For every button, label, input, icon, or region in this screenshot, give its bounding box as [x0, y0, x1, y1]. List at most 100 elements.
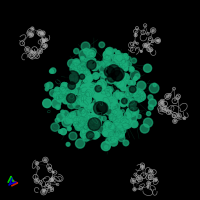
Circle shape	[63, 83, 68, 88]
Circle shape	[87, 115, 93, 121]
Circle shape	[125, 119, 130, 124]
Circle shape	[78, 116, 86, 124]
Circle shape	[118, 131, 124, 138]
Circle shape	[70, 74, 77, 82]
Circle shape	[147, 112, 151, 116]
Circle shape	[114, 49, 117, 52]
Circle shape	[71, 64, 75, 67]
Circle shape	[111, 69, 116, 73]
Circle shape	[121, 118, 129, 126]
Circle shape	[84, 73, 93, 82]
Circle shape	[97, 98, 107, 108]
Circle shape	[86, 83, 92, 90]
Circle shape	[99, 93, 105, 99]
Circle shape	[108, 71, 113, 76]
Circle shape	[68, 101, 75, 109]
Circle shape	[50, 68, 56, 73]
Circle shape	[102, 116, 106, 121]
Circle shape	[109, 113, 117, 121]
Circle shape	[51, 179, 53, 181]
Circle shape	[149, 48, 151, 51]
Circle shape	[96, 92, 102, 98]
Circle shape	[105, 48, 113, 55]
Circle shape	[95, 132, 100, 137]
Circle shape	[44, 45, 46, 47]
Circle shape	[59, 95, 63, 99]
Circle shape	[68, 114, 72, 118]
Circle shape	[84, 115, 90, 121]
Circle shape	[56, 105, 60, 109]
Circle shape	[120, 60, 128, 68]
Circle shape	[52, 99, 61, 108]
Circle shape	[83, 91, 92, 100]
Circle shape	[74, 121, 77, 124]
Circle shape	[26, 48, 29, 51]
Circle shape	[88, 125, 94, 132]
Circle shape	[102, 73, 107, 78]
Circle shape	[101, 141, 110, 151]
Circle shape	[126, 79, 129, 82]
Circle shape	[122, 86, 127, 91]
Circle shape	[83, 125, 88, 129]
Circle shape	[131, 121, 138, 128]
Circle shape	[124, 94, 131, 101]
Circle shape	[141, 98, 143, 101]
Circle shape	[115, 115, 123, 123]
Circle shape	[94, 112, 98, 116]
Circle shape	[81, 126, 83, 129]
Circle shape	[67, 99, 72, 104]
Circle shape	[62, 117, 72, 127]
Circle shape	[116, 92, 122, 98]
Circle shape	[112, 55, 117, 60]
Circle shape	[81, 112, 87, 118]
Circle shape	[118, 94, 124, 100]
Circle shape	[98, 93, 104, 99]
Circle shape	[137, 114, 141, 119]
Circle shape	[84, 80, 87, 83]
Circle shape	[99, 94, 108, 103]
Circle shape	[72, 62, 77, 67]
Circle shape	[138, 93, 146, 101]
Circle shape	[110, 117, 113, 120]
Circle shape	[118, 135, 125, 142]
Circle shape	[68, 59, 76, 68]
Circle shape	[122, 119, 132, 128]
Circle shape	[70, 78, 74, 81]
Circle shape	[77, 124, 81, 129]
Circle shape	[116, 80, 125, 88]
Circle shape	[85, 70, 90, 75]
Circle shape	[52, 172, 54, 173]
Circle shape	[108, 87, 113, 92]
Circle shape	[31, 51, 32, 52]
Circle shape	[92, 67, 95, 70]
Circle shape	[174, 120, 176, 122]
Circle shape	[138, 90, 144, 96]
Circle shape	[120, 128, 126, 134]
Circle shape	[119, 63, 123, 67]
Circle shape	[60, 129, 67, 135]
Circle shape	[109, 132, 114, 137]
Circle shape	[121, 98, 127, 104]
Circle shape	[91, 104, 95, 108]
Circle shape	[99, 101, 108, 110]
Circle shape	[122, 64, 128, 70]
Circle shape	[135, 34, 136, 36]
Circle shape	[105, 55, 109, 59]
Circle shape	[102, 60, 110, 68]
Circle shape	[85, 90, 92, 97]
Circle shape	[95, 85, 101, 92]
Circle shape	[98, 94, 107, 102]
Circle shape	[79, 65, 85, 71]
Circle shape	[73, 100, 82, 109]
Circle shape	[111, 102, 120, 111]
Circle shape	[122, 118, 125, 121]
Circle shape	[43, 190, 45, 191]
Circle shape	[106, 88, 111, 93]
Circle shape	[74, 48, 79, 54]
Circle shape	[149, 99, 156, 107]
Circle shape	[117, 78, 126, 88]
Circle shape	[95, 91, 103, 99]
Circle shape	[108, 97, 116, 106]
Circle shape	[141, 93, 145, 96]
Circle shape	[101, 102, 110, 110]
